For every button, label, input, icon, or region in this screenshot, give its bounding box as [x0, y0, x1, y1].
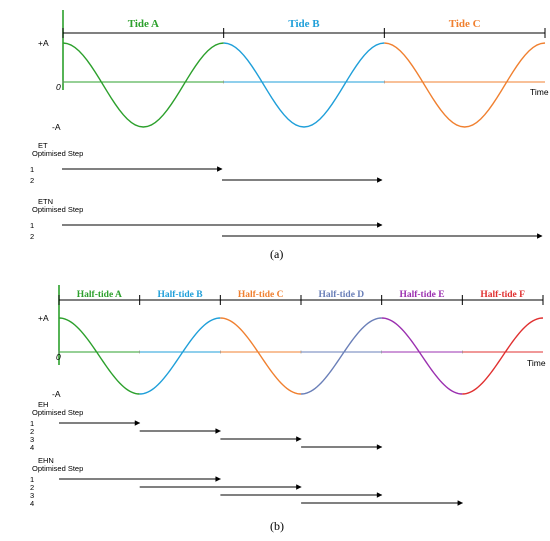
- tide-curve: [300, 317, 382, 395]
- tide-curve: [139, 317, 221, 395]
- step-number: 2: [30, 176, 34, 185]
- step-number: 2: [30, 427, 34, 436]
- panel-caption: (b): [270, 519, 284, 533]
- step-number: 1: [30, 475, 34, 484]
- group-title: ET: [38, 141, 48, 150]
- tide-curve: [62, 42, 224, 128]
- step-number: 4: [30, 499, 34, 508]
- group-title: EHN: [38, 456, 54, 465]
- segment-label: Half-tide C: [238, 290, 284, 300]
- tide-curve: [384, 42, 546, 128]
- y-label-zero: 0: [56, 352, 61, 362]
- x-axis-label: Time: [530, 87, 549, 97]
- segment-label: Half-tide E: [399, 290, 444, 300]
- step-number: 3: [30, 435, 34, 444]
- group-subtitle: Optimised Step: [32, 408, 83, 417]
- step-number: 1: [30, 419, 34, 428]
- step-number: 3: [30, 491, 34, 500]
- segment-label: Half-tide B: [157, 290, 203, 300]
- segment-label: Tide C: [449, 18, 481, 30]
- step-number: 1: [30, 221, 34, 230]
- tide-curve: [58, 317, 140, 395]
- group-subtitle: Optimised Step: [32, 149, 83, 158]
- y-label-bottom: -A: [52, 122, 61, 132]
- y-label-top: +A: [38, 313, 49, 323]
- x-axis-label: Time: [527, 358, 546, 368]
- tide-curve: [223, 42, 385, 128]
- step-number: 2: [30, 232, 34, 241]
- group-title: EH: [38, 400, 48, 409]
- tide-curve: [381, 317, 463, 395]
- segment-label: Tide B: [288, 18, 320, 30]
- step-number: 2: [30, 483, 34, 492]
- segment-label: Half-tide A: [77, 290, 122, 300]
- y-label-bottom: -A: [52, 389, 61, 399]
- tide-curve: [220, 317, 302, 395]
- segment-label: Half-tide F: [480, 290, 525, 300]
- y-label-top: +A: [38, 38, 49, 48]
- segment-label: Half-tide D: [319, 290, 365, 300]
- tide-curve: [462, 317, 544, 395]
- panel-b: Half-tide A Half-tide B Half-tide C Half-ti…: [30, 285, 546, 533]
- group-subtitle: Optimised Step: [32, 205, 83, 214]
- group-title: ETN: [38, 197, 53, 206]
- group-subtitle: Optimised Step: [32, 464, 83, 473]
- y-label-zero: 0: [56, 82, 61, 92]
- step-number: 1: [30, 165, 34, 174]
- step-number: 4: [30, 443, 34, 452]
- segment-label: Tide A: [128, 18, 159, 30]
- panel-caption: (a): [270, 247, 283, 261]
